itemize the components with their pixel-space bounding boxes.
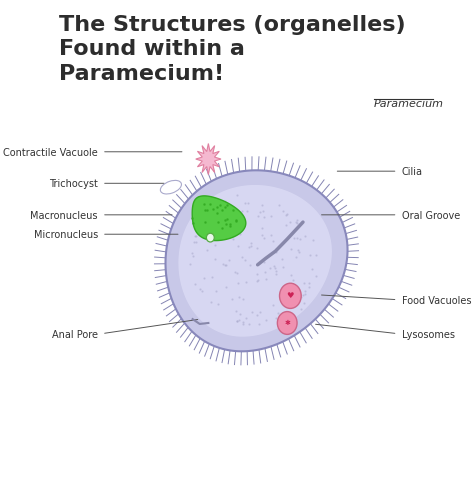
Polygon shape <box>196 144 221 175</box>
Text: ♥: ♥ <box>287 291 294 300</box>
Polygon shape <box>192 197 246 241</box>
Text: Lysosomes: Lysosomes <box>401 329 455 339</box>
Ellipse shape <box>206 234 214 242</box>
Text: Anal Pore: Anal Pore <box>52 329 98 339</box>
Text: Food Vacuoles: Food Vacuoles <box>401 295 471 305</box>
Text: Contractile Vacuole: Contractile Vacuole <box>3 148 98 157</box>
Ellipse shape <box>280 284 301 309</box>
Text: Oral Groove: Oral Groove <box>401 211 460 220</box>
Text: The Structures (organelles)
Found within a
Paramecium!: The Structures (organelles) Found within… <box>59 15 405 84</box>
Text: Paramecium: Paramecium <box>374 99 444 109</box>
Text: Macronucleus: Macronucleus <box>30 211 98 220</box>
Text: Cilia: Cilia <box>401 167 422 177</box>
Ellipse shape <box>160 181 182 195</box>
Text: ✱: ✱ <box>284 320 290 326</box>
Ellipse shape <box>277 312 297 335</box>
Polygon shape <box>165 171 347 351</box>
Text: Trichocyst: Trichocyst <box>49 179 98 189</box>
Polygon shape <box>178 185 332 337</box>
Text: Micronucleus: Micronucleus <box>34 230 98 240</box>
